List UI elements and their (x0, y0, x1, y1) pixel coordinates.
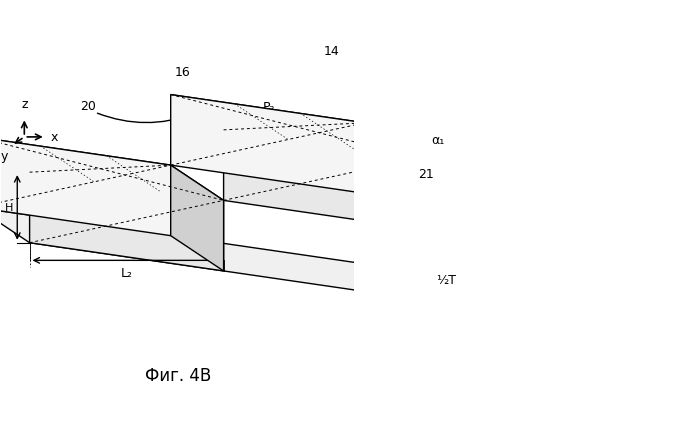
Text: H: H (6, 203, 14, 213)
Polygon shape (417, 88, 612, 187)
Text: z: z (21, 98, 27, 111)
Polygon shape (171, 95, 365, 194)
Text: ½T: ½T (435, 273, 456, 286)
Polygon shape (0, 208, 699, 356)
Polygon shape (0, 138, 224, 201)
Text: Фиг. 4B: Фиг. 4B (145, 366, 211, 384)
Text: 21: 21 (419, 168, 434, 181)
Polygon shape (612, 46, 699, 144)
Text: P₂: P₂ (264, 101, 275, 114)
Polygon shape (171, 166, 224, 271)
Text: α₁: α₁ (432, 133, 445, 146)
Text: L₂: L₂ (121, 266, 133, 279)
Text: 16: 16 (175, 66, 191, 79)
Text: 20: 20 (80, 99, 96, 112)
Polygon shape (365, 123, 417, 299)
Text: y: y (1, 150, 8, 163)
Polygon shape (171, 95, 417, 159)
Polygon shape (365, 53, 559, 152)
Text: 14: 14 (324, 45, 339, 58)
Polygon shape (0, 138, 171, 236)
Polygon shape (559, 11, 699, 109)
Polygon shape (559, 81, 612, 328)
Polygon shape (559, 11, 699, 74)
Text: x: x (51, 131, 58, 144)
Polygon shape (365, 53, 612, 117)
Polygon shape (224, 131, 417, 229)
Polygon shape (29, 173, 224, 271)
